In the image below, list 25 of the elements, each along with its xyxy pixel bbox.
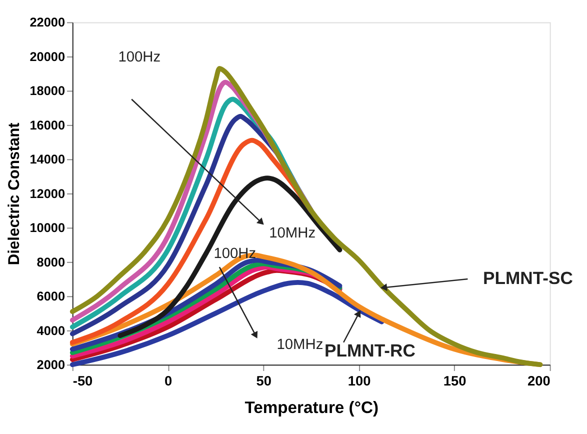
y-tick-label: 4000	[36, 322, 66, 338]
y-tick-label: 14000	[30, 152, 66, 167]
annotation: PLMNT-SC	[482, 268, 574, 288]
annotation: 100Hz	[118, 49, 161, 66]
y-tick-label: 6000	[36, 288, 66, 304]
y-tick-label: 18000	[30, 83, 66, 98]
annotation: PLMNT-RC	[324, 340, 416, 361]
x-tick-label: 0	[164, 374, 173, 389]
y-axis-title: Dielectric Constant	[6, 122, 23, 266]
x-tick-label: 50	[256, 374, 272, 389]
x-axis-title: Temperature (°C)	[244, 398, 379, 418]
y-tick-label: 22000	[30, 14, 66, 30]
y-tick-label: 8000	[36, 254, 66, 270]
y-tick-label: 12000	[30, 186, 66, 201]
y-tick-label: 20000	[30, 48, 66, 64]
x-tick-label: 100	[348, 374, 372, 389]
x-tick-label: 150	[443, 374, 467, 389]
x-tick-label: 200	[527, 374, 551, 389]
annotation: 100Hz	[214, 246, 256, 262]
y-tick-label: 10000	[30, 220, 66, 236]
y-tick-label: 2000	[36, 357, 66, 372]
annotation: 10MHz	[269, 226, 316, 242]
annotation: 10MHz	[276, 336, 324, 353]
x-tick-label: -50	[72, 374, 94, 389]
y-tick-label: 16000	[30, 117, 66, 132]
